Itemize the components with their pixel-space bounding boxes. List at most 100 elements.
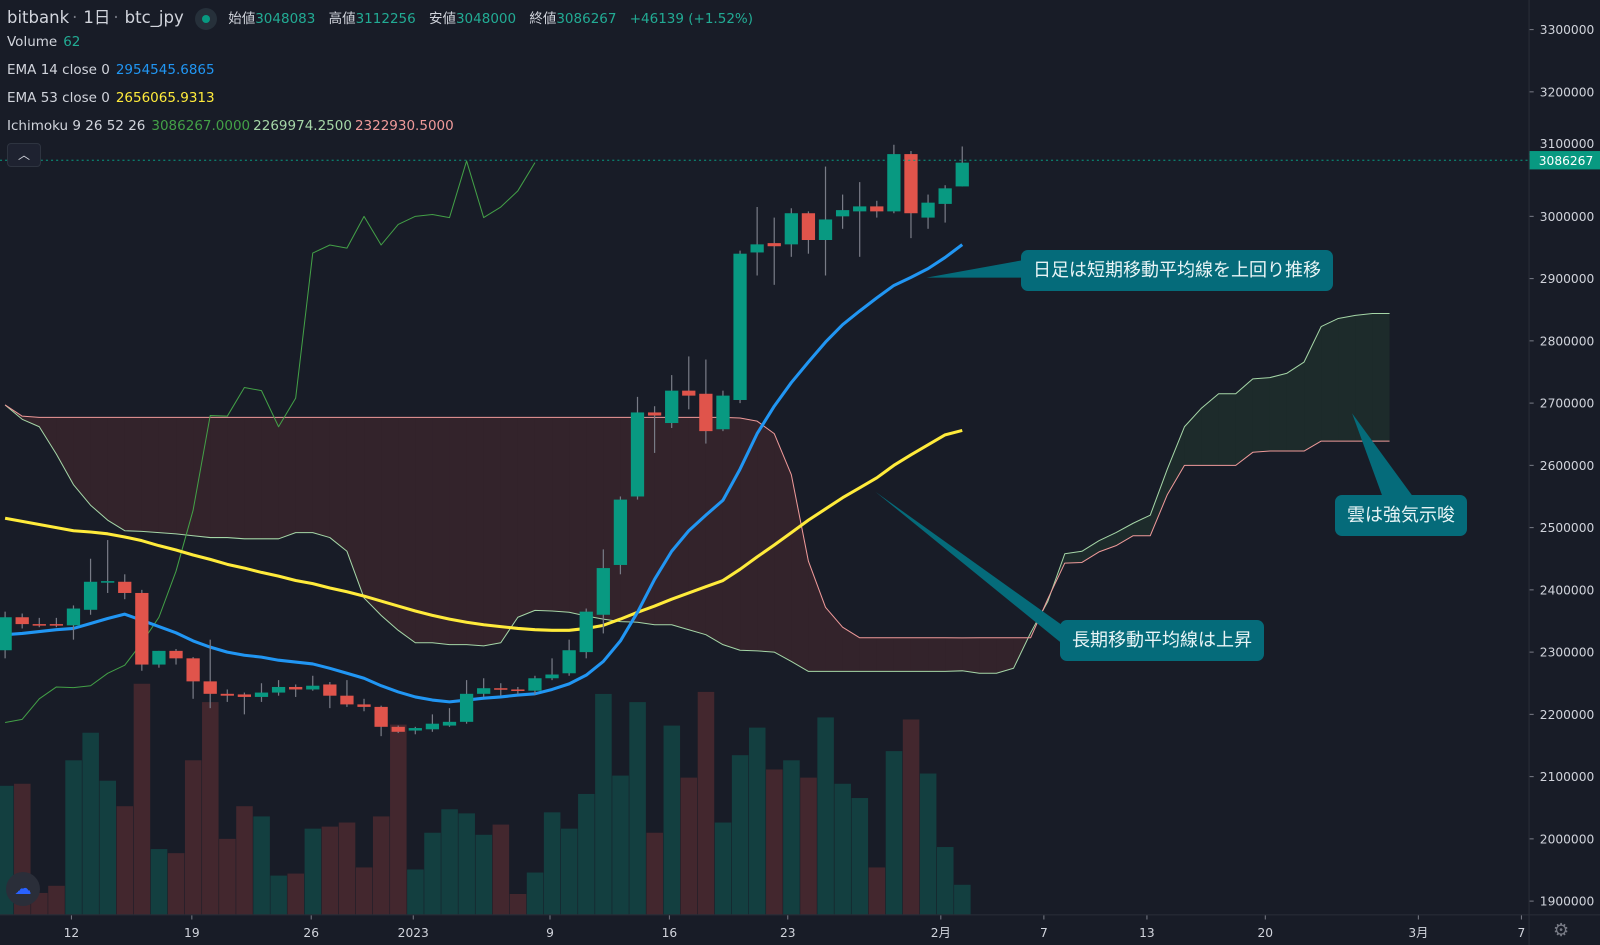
candle-body (186, 658, 200, 682)
candle-body (511, 689, 525, 691)
volume-bar (560, 828, 578, 915)
candle-body (699, 393, 713, 432)
price-change: +46139 (+1.52%) (629, 11, 753, 27)
volume-bar (287, 873, 305, 915)
volume-bar (167, 853, 185, 915)
candle-body (647, 412, 662, 416)
callout-pointer-3 (1352, 413, 1414, 497)
cloud-segment (398, 417, 416, 643)
settings-gear-icon[interactable]: ⚙ (1553, 920, 1570, 941)
cloud-segment (107, 417, 125, 531)
price-label: 2300000 (1540, 646, 1594, 660)
interval[interactable]: 1日 (83, 8, 111, 27)
annotation-callout-3[interactable]: 雲は強気示唆 (1335, 495, 1467, 536)
time-label: 3月 (1408, 926, 1428, 940)
symbol[interactable]: btc_jpy (124, 8, 184, 27)
cloud-segment (364, 417, 382, 616)
collapse-legend-button[interactable]: ︿ (7, 143, 41, 167)
cloud-segment (1338, 315, 1356, 442)
volume-bar (851, 798, 869, 915)
volume-bar (526, 872, 544, 915)
ichimoku-span-b-value: 2322930.5000 (354, 118, 454, 134)
candle-body (921, 202, 935, 218)
ichimoku-legend[interactable]: Ichimoku 9 26 52 26 3086267.0000 2269974.2… (7, 118, 460, 134)
cloud-segment (1150, 469, 1168, 536)
cloud-segment (1235, 378, 1253, 466)
price-axis[interactable]: 3300000 3200000 3100000 3000000 2900000 28000… (1529, 23, 1595, 909)
time-label: 7 (1518, 926, 1526, 940)
volume-bar (697, 691, 715, 915)
ema53-legend[interactable]: EMA 53 close 0 2656065.9313 (7, 90, 221, 106)
ichimoku-span-b-line (4, 404, 1390, 639)
volume-bar (458, 813, 475, 915)
indicator-lines (4, 160, 1390, 723)
volume-bar (783, 760, 800, 915)
time-axis[interactable]: 12 19 26 2023 9 16 23 2月 7 13 20 3月 7 (64, 915, 1526, 940)
time-label: 13 (1139, 926, 1155, 940)
cloud-segment (825, 607, 843, 672)
candle-body (459, 693, 474, 722)
price-label: 2400000 (1540, 583, 1594, 597)
cloud-segment (261, 417, 279, 539)
candle-body (853, 206, 867, 212)
high-label: 高値 (328, 11, 356, 27)
candle-body (904, 154, 918, 214)
volume-bar (817, 717, 834, 915)
cloud-segment (432, 417, 450, 645)
low-label: 安値 (428, 11, 456, 27)
candle-body (66, 608, 81, 626)
ichimoku-span-a-value: 2269974.2500 (253, 118, 352, 134)
annotation-callout-2[interactable]: 長期移動平均線は上昇 (1060, 620, 1264, 661)
volume-bar (954, 884, 971, 915)
ichimoku-lagging-value: 3086267.0000 (151, 118, 251, 134)
time-label: 7 (1040, 926, 1048, 940)
volume-bar (919, 773, 937, 915)
cloud-segment (1252, 377, 1270, 453)
cloud-segment (381, 417, 399, 631)
volume-bar (48, 885, 65, 915)
price-label: 2100000 (1540, 770, 1594, 784)
last-price-tag: 3086267 (1529, 151, 1600, 170)
volume-bar (543, 812, 561, 915)
price-label: 2900000 (1540, 272, 1594, 286)
price-label: 3100000 (1540, 137, 1594, 151)
cloud-segment (500, 417, 518, 643)
candle-body (408, 728, 422, 731)
candle-body (220, 693, 234, 696)
volume-legend[interactable]: Volume 62 (7, 34, 86, 50)
cloud-segment (329, 417, 347, 552)
cloud-segment (671, 417, 689, 630)
cloud-segment (517, 417, 535, 618)
cloud-segment (722, 417, 741, 651)
volume-bar (492, 824, 510, 915)
time-label: 26 (303, 926, 319, 940)
cloud-segment (979, 637, 997, 674)
cloud-segment (56, 417, 74, 485)
candle-body (323, 684, 337, 696)
volume-bar (390, 724, 407, 915)
cloud-segment (910, 637, 929, 672)
candle-body (101, 581, 115, 583)
symbol-legend[interactable]: bitbank · 1日 · btc_jpy 始値3048083 高値3112256 安… (7, 4, 761, 30)
volume-bar (304, 828, 322, 915)
cloud-segment (996, 637, 1014, 674)
cloud-segment (876, 637, 894, 672)
volume-bar (202, 702, 219, 915)
price-label: 2200000 (1540, 708, 1594, 722)
volume-bar (372, 816, 390, 915)
tradingview-logo-icon[interactable]: ☁ (6, 872, 40, 906)
annotation-callout-1[interactable]: 日足は短期移動平均線を上回り推移 (1021, 250, 1333, 291)
last-price-tag-bg (1529, 151, 1600, 170)
candle-body (118, 581, 132, 593)
volume-bar (424, 832, 441, 915)
ema14-legend[interactable]: EMA 14 close 0 2954545.6865 (7, 62, 221, 78)
candle-body (477, 688, 491, 694)
cloud-segment (1116, 523, 1134, 546)
candle-body (32, 624, 46, 626)
volume-value: 62 (63, 34, 81, 50)
volume-bar (663, 725, 681, 915)
candle-body (784, 213, 798, 245)
candle-body (425, 723, 440, 730)
cloud-segment (415, 417, 433, 643)
